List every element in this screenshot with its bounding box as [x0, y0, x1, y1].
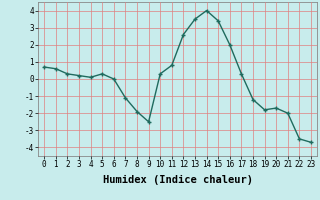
X-axis label: Humidex (Indice chaleur): Humidex (Indice chaleur): [103, 175, 252, 185]
